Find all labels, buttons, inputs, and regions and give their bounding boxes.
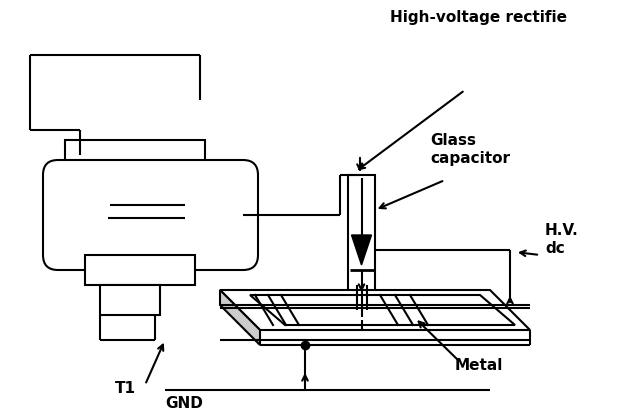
Polygon shape bbox=[100, 285, 160, 315]
Polygon shape bbox=[65, 140, 205, 170]
Text: T1: T1 bbox=[115, 381, 136, 396]
Text: H.V.: H.V. bbox=[545, 223, 579, 238]
Text: dc: dc bbox=[545, 241, 565, 256]
FancyBboxPatch shape bbox=[43, 160, 258, 270]
Text: capacitor: capacitor bbox=[430, 151, 510, 166]
Polygon shape bbox=[348, 175, 375, 320]
Polygon shape bbox=[85, 255, 195, 285]
Text: Metal: Metal bbox=[455, 358, 503, 373]
Polygon shape bbox=[220, 290, 530, 330]
Polygon shape bbox=[351, 235, 371, 265]
Polygon shape bbox=[250, 295, 515, 325]
Polygon shape bbox=[220, 290, 260, 345]
Text: GND: GND bbox=[165, 396, 203, 411]
Text: High-voltage rectifie: High-voltage rectifie bbox=[390, 10, 567, 25]
Text: Glass: Glass bbox=[430, 133, 476, 148]
